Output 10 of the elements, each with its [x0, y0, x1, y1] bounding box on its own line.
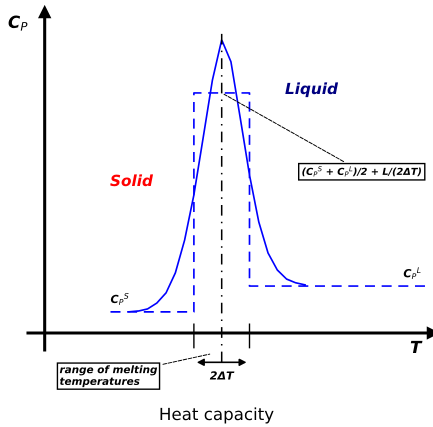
annotation: (C$_{P}$$^{S}$ + C$_{P}$$^{L}$)/2 + L/(2ΔT): [302, 166, 421, 177]
text: Heat capacity: [160, 407, 274, 424]
text: 2ΔT: [210, 371, 234, 380]
annotation: Liquid: [285, 82, 338, 98]
annotation: C$_{P}$$^{L}$: [404, 267, 421, 280]
text: range of melting temperatures: [60, 365, 158, 388]
annotation: Solid: [110, 174, 154, 186]
annotation: C$_{P}$$^{S}$: [110, 292, 129, 305]
x-axis-title: T: [410, 340, 422, 353]
y-axis-title: C$_{P}$: [8, 16, 28, 31]
